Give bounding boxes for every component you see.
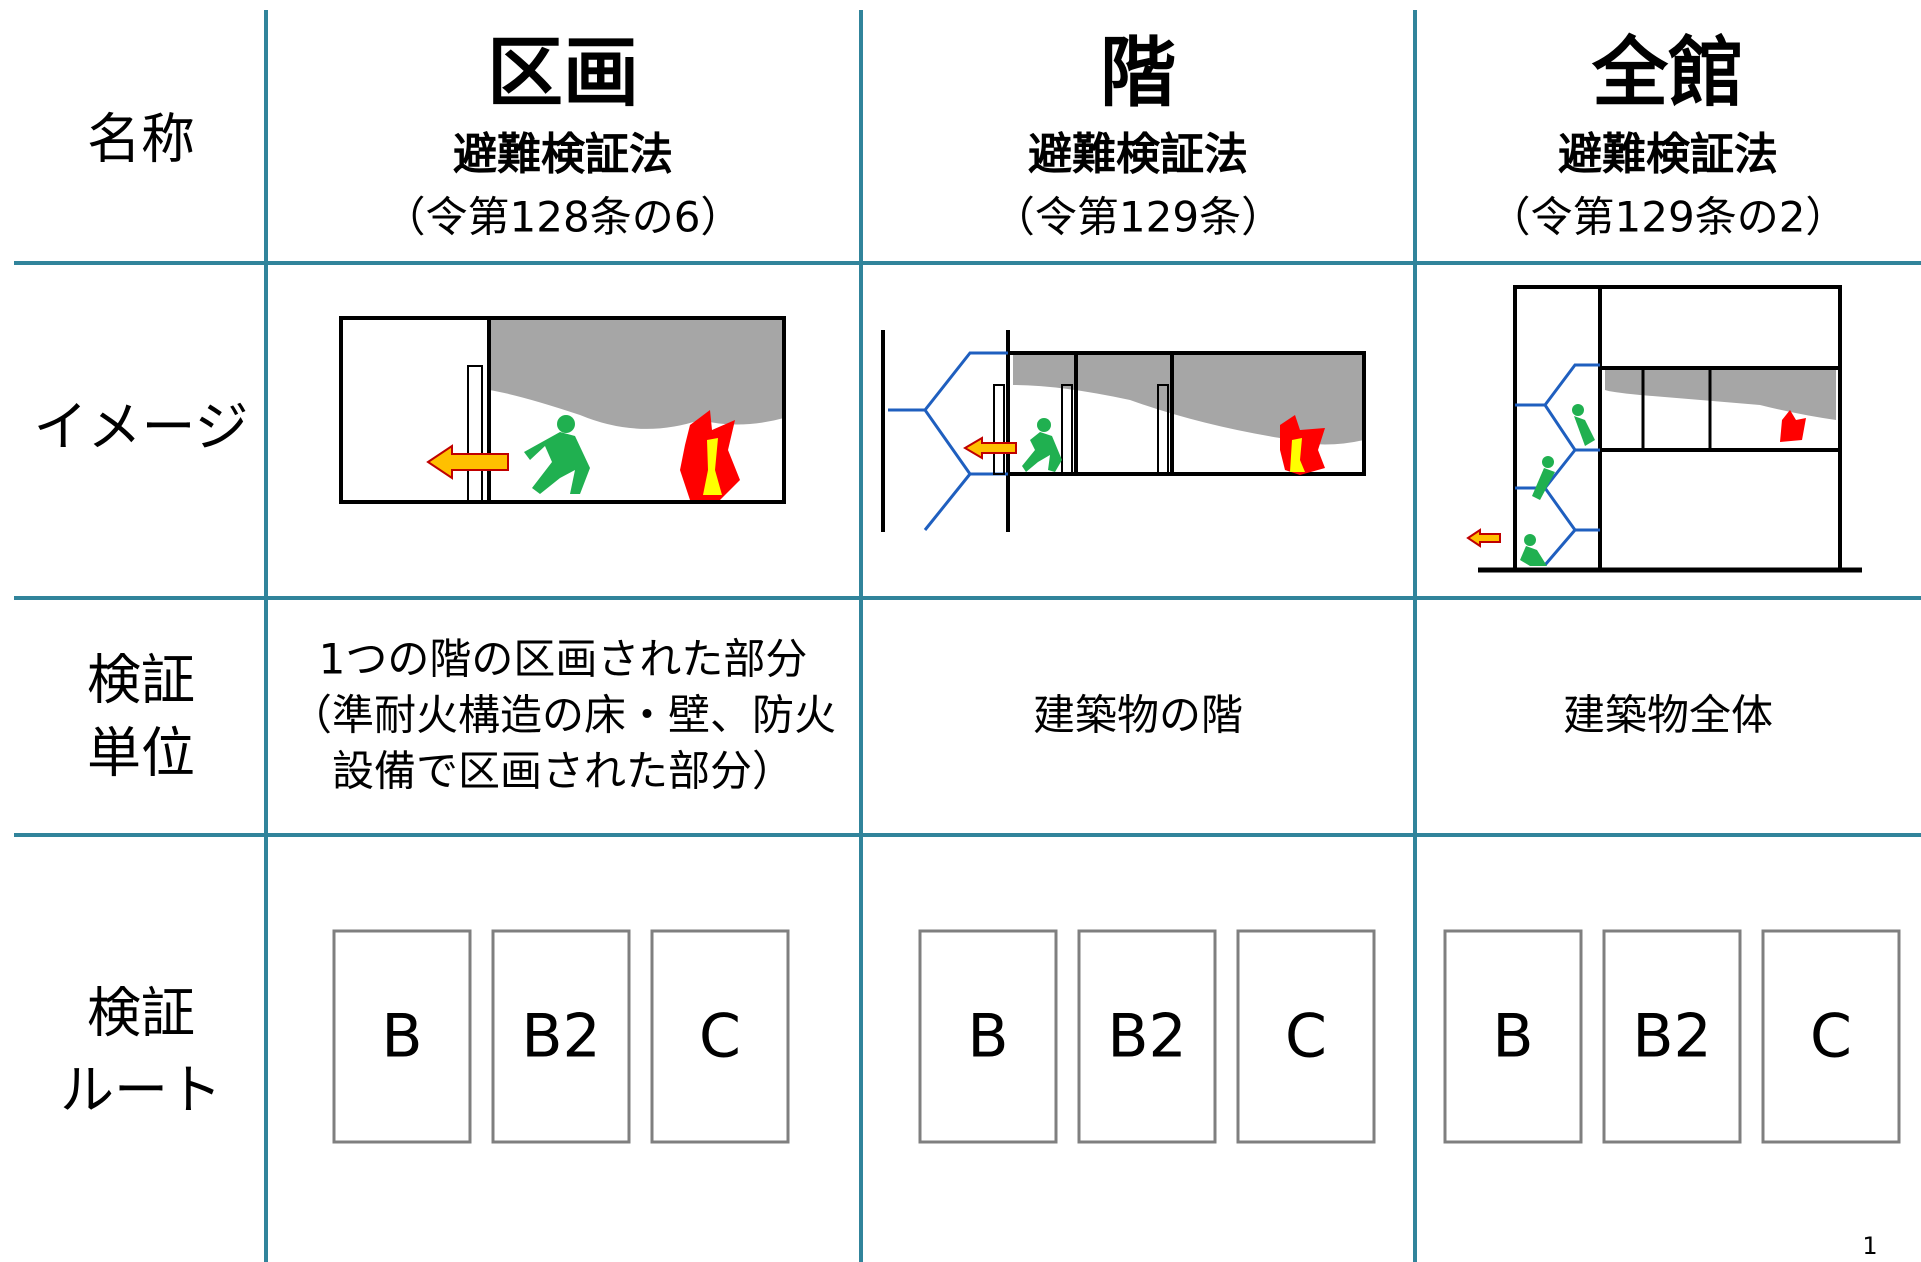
illustration-building xyxy=(1466,285,1862,573)
column-subtitle: 避難検証法 xyxy=(453,129,673,180)
unit-text: （準耐火構造の床・壁、防火 xyxy=(290,691,836,740)
column-subtitle: 避難検証法 xyxy=(1558,129,1778,180)
row-header: 検証 xyxy=(87,649,195,712)
column-subtitle: 避難検証法 xyxy=(1028,129,1248,180)
route-box xyxy=(918,929,1058,1144)
unit-text: 建築物の階 xyxy=(1033,691,1243,740)
table-grid xyxy=(14,10,1921,1262)
row-header: 単位 xyxy=(87,722,195,785)
route-label: C xyxy=(1285,1002,1327,1072)
route-box xyxy=(1077,929,1217,1144)
route-box xyxy=(650,929,790,1144)
route-label: B xyxy=(967,1002,1008,1072)
row-header: 検証 xyxy=(87,982,195,1045)
illustration-floor xyxy=(881,330,1366,532)
route-box xyxy=(1761,929,1901,1144)
route-label: B xyxy=(1492,1002,1533,1072)
route-label: C xyxy=(699,1002,741,1072)
unit-text: 設備で区画された部分） xyxy=(332,747,794,796)
route-box xyxy=(1443,929,1583,1144)
column-article: （令第128条の6） xyxy=(384,193,743,242)
column-title: 階 xyxy=(1100,28,1176,117)
route-box xyxy=(491,929,631,1144)
column-title: 全館 xyxy=(1591,28,1744,117)
route-box xyxy=(1602,929,1742,1144)
route-label: B xyxy=(381,1002,422,1072)
unit-text: 1つの階の区画された部分 xyxy=(319,635,808,684)
illustration-compartment xyxy=(339,316,786,504)
column-article: （令第129条の2） xyxy=(1489,193,1848,242)
route-label: B2 xyxy=(1107,1002,1186,1072)
column-title: 区画 xyxy=(487,28,639,117)
route-label: C xyxy=(1810,1002,1852,1072)
row-header: 名称 xyxy=(87,108,195,171)
route-label: B2 xyxy=(1632,1002,1711,1072)
column-article: （令第129条） xyxy=(993,193,1283,242)
unit-text: 建築物全体 xyxy=(1563,691,1773,740)
route-box xyxy=(332,929,472,1144)
row-header: ルート xyxy=(60,1059,222,1122)
route-label: B2 xyxy=(521,1002,600,1072)
route-box xyxy=(1236,929,1376,1144)
row-header: イメージ xyxy=(34,396,249,459)
page-number: 1 xyxy=(1862,1232,1877,1260)
